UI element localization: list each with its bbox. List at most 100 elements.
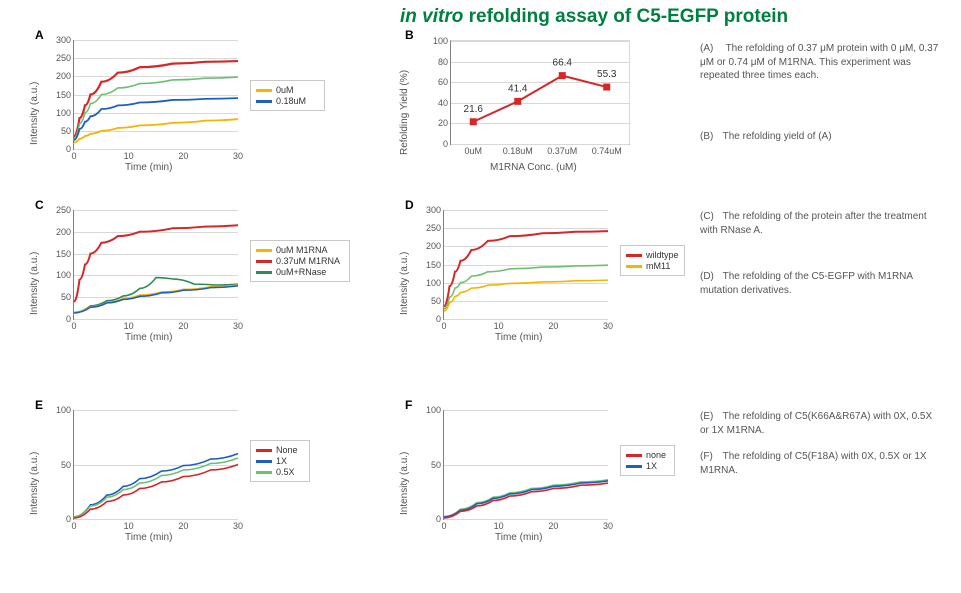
legend-label: None	[276, 445, 298, 455]
panel-c: C Intensity (a.u.) 050100150200250010203…	[25, 200, 355, 345]
ytick: 200	[56, 227, 71, 237]
xtick: 10	[124, 151, 134, 161]
ytick: 50	[61, 460, 71, 470]
ytick: 20	[438, 118, 448, 128]
title-italic: in vitro	[400, 6, 463, 27]
panel-f-ylabel: Intensity (a.u.)	[399, 452, 410, 515]
xtick: 10	[124, 321, 134, 331]
legend-label: 0uM M1RNA	[276, 245, 328, 255]
legend-swatch	[256, 471, 272, 474]
series-red	[74, 225, 238, 301]
ytick: 100	[56, 405, 71, 415]
xtick: 30	[233, 151, 243, 161]
legend-swatch	[256, 249, 272, 252]
caption-f-text: The refolding of C5(F18A) with 0X, 0.5X …	[700, 451, 927, 476]
panel-a-legend: 0uM0.18uM	[250, 80, 325, 111]
panel-e-ylabel: Intensity (a.u.)	[29, 452, 40, 515]
xtick: 30	[233, 321, 243, 331]
legend-label: none	[646, 450, 666, 460]
panel-b-label: B	[405, 28, 414, 42]
xtick: 30	[603, 521, 613, 531]
caption-d-text: The refolding of the C5-EGFP with M1RNA …	[700, 271, 913, 296]
panel-a-label: A	[35, 28, 44, 42]
ytick: 0	[66, 144, 71, 154]
legend-swatch	[626, 465, 642, 468]
ytick: 0	[436, 514, 441, 524]
series-yellow	[444, 280, 608, 311]
xtick: 10	[494, 321, 504, 331]
legend-swatch	[626, 254, 642, 257]
panel-a-plot: 0501001502002503000102030	[73, 40, 238, 150]
panel-b-xlabel: M1RNA Conc. (uM)	[490, 162, 577, 173]
ytick: 100	[56, 270, 71, 280]
legend-swatch	[626, 265, 642, 268]
caption-e-text: The refolding of C5(K66A&R67A) with 0X, …	[700, 411, 932, 436]
xtick: 30	[603, 321, 613, 331]
xtick: 20	[178, 321, 188, 331]
point-label: 21.6	[464, 104, 484, 115]
caption-b-text: The refolding yield of (A)	[723, 131, 832, 142]
point-label: 55.3	[597, 69, 617, 80]
ytick: 250	[56, 205, 71, 215]
legend-label: 0uM+RNase	[276, 267, 326, 277]
panel-d: D Intensity (a.u.) 050100150200250300010…	[395, 200, 675, 345]
panel-a-ylabel: Intensity (a.u.)	[29, 82, 40, 145]
point-label: 41.4	[508, 83, 528, 94]
ytick: 200	[56, 71, 71, 81]
marker	[603, 84, 610, 91]
series-yield	[473, 76, 607, 122]
series-red	[444, 483, 608, 518]
legend-swatch	[256, 271, 272, 274]
panel-c-ylabel: Intensity (a.u.)	[29, 252, 40, 315]
legend-label: 1X	[646, 461, 657, 471]
ytick: 300	[56, 35, 71, 45]
series-green	[444, 265, 608, 309]
legend-swatch	[256, 460, 272, 463]
ytick: 250	[56, 53, 71, 63]
series-red	[74, 465, 238, 518]
legend-item: 0uM M1RNA	[256, 245, 344, 255]
legend-label: 0uM	[276, 85, 294, 95]
legend-item: 1X	[256, 456, 304, 466]
ytick: 100	[56, 108, 71, 118]
caption-a: (A) The refolding of 0.37 μM protein wit…	[700, 42, 940, 83]
ytick: 40	[438, 98, 448, 108]
panel-e-xlabel: Time (min)	[125, 532, 172, 543]
caption-f: (F) The refolding of C5(F18A) with 0X, 0…	[700, 450, 940, 477]
ytick: 50	[61, 126, 71, 136]
legend-label: 1X	[276, 456, 287, 466]
ytick: 150	[56, 249, 71, 259]
caption-b: (B) The refolding yield of (A)	[700, 130, 940, 144]
xtick: 20	[548, 321, 558, 331]
xtick: 0	[71, 521, 76, 531]
ytick: 250	[426, 223, 441, 233]
panel-f-legend: none1X	[620, 445, 675, 476]
ytick: 0	[66, 514, 71, 524]
panel-d-xlabel: Time (min)	[495, 332, 542, 343]
legend-item: 0uM	[256, 85, 319, 95]
ytick: 100	[426, 405, 441, 415]
panel-d-legend: wildtypemM11	[620, 245, 685, 276]
panel-b-plot: 0204060801000uM0.18uM0.37uM0.74uM21.641.…	[450, 40, 630, 145]
legend-item: 0.18uM	[256, 96, 319, 106]
panel-b: B Refolding Yield (%) 0204060801000uM0.1…	[395, 30, 675, 175]
xtick: 0	[71, 321, 76, 331]
xtick: 30	[233, 521, 243, 531]
legend-item: mM11	[626, 261, 679, 271]
panel-a: A Intensity (a.u.) 050100150200250300010…	[25, 30, 335, 175]
panel-c-plot: 0501001502002500102030	[73, 210, 238, 320]
ytick: 80	[438, 57, 448, 67]
ytick: 50	[431, 460, 441, 470]
caption-c-text: The refolding of the protein after the t…	[700, 211, 927, 236]
legend-swatch	[256, 449, 272, 452]
xtick: 0	[441, 321, 446, 331]
panel-e-label: E	[35, 398, 43, 412]
panel-d-plot: 0501001502002503000102030	[443, 210, 608, 320]
ytick: 200	[426, 241, 441, 251]
series-yellow	[74, 119, 238, 142]
caption-c: (C) The refolding of the protein after t…	[700, 210, 940, 237]
legend-swatch	[256, 260, 272, 263]
panel-e-legend: None1X0.5X	[250, 440, 310, 482]
xtick: 20	[548, 521, 558, 531]
xtick: 0	[71, 151, 76, 161]
